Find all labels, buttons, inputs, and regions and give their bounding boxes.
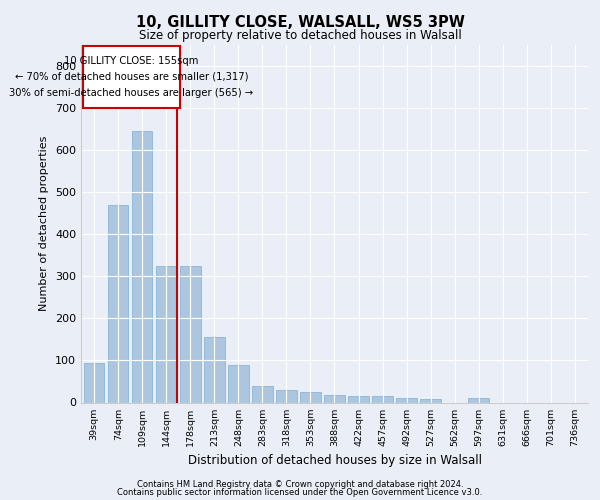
- Bar: [421, 399, 441, 402]
- Text: 10 GILLITY CLOSE: 155sqm
← 70% of detached houses are smaller (1,317)
30% of sem: 10 GILLITY CLOSE: 155sqm ← 70% of detach…: [10, 56, 254, 98]
- Text: Size of property relative to detached houses in Walsall: Size of property relative to detached ho…: [139, 29, 461, 42]
- Bar: [349, 396, 369, 402]
- Bar: [84, 362, 104, 403]
- Bar: [132, 131, 152, 402]
- Bar: [252, 386, 272, 402]
- Bar: [204, 338, 224, 402]
- FancyBboxPatch shape: [83, 46, 179, 108]
- Bar: [108, 205, 128, 402]
- Bar: [469, 398, 489, 402]
- Text: Contains HM Land Registry data © Crown copyright and database right 2024.: Contains HM Land Registry data © Crown c…: [137, 480, 463, 489]
- Bar: [373, 396, 393, 402]
- Bar: [156, 266, 176, 402]
- Bar: [324, 395, 345, 402]
- Bar: [228, 364, 248, 403]
- Bar: [300, 392, 320, 402]
- Bar: [180, 266, 200, 402]
- Text: Contains public sector information licensed under the Open Government Licence v3: Contains public sector information licen…: [118, 488, 482, 497]
- Text: 10, GILLITY CLOSE, WALSALL, WS5 3PW: 10, GILLITY CLOSE, WALSALL, WS5 3PW: [136, 15, 464, 30]
- X-axis label: Distribution of detached houses by size in Walsall: Distribution of detached houses by size …: [187, 454, 482, 467]
- Bar: [276, 390, 296, 402]
- Y-axis label: Number of detached properties: Number of detached properties: [40, 136, 49, 312]
- Bar: [397, 398, 417, 402]
